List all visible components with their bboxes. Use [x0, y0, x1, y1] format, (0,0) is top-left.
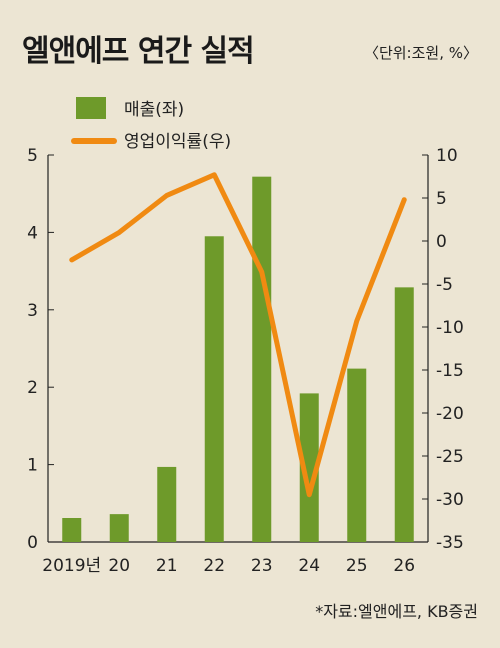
right-tick-label: -15 [436, 361, 464, 381]
bar-sales [62, 518, 82, 542]
line-point [118, 231, 120, 233]
right-tick-label: 5 [436, 189, 447, 209]
legend-label-sales: 매출(좌) [124, 100, 184, 120]
source-note: *자료:엘앤에프, KB증권 [315, 602, 478, 621]
bar-sales [204, 236, 224, 542]
right-tick-label: -25 [436, 447, 464, 467]
left-tick-label: 4 [27, 223, 38, 243]
right-tick-label: 10 [436, 146, 458, 166]
right-tick-label: -20 [436, 404, 464, 424]
left-tick-label: 5 [27, 146, 38, 166]
left-tick-label: 3 [27, 301, 38, 321]
x-tick-label: 21 [156, 556, 178, 576]
right-tick-label: 0 [436, 232, 447, 252]
legend-label-margin: 영업이익률(우) [124, 132, 231, 152]
left-tick-label: 0 [27, 533, 38, 553]
line-operating-margin [69, 172, 407, 498]
bar-sales [157, 466, 177, 542]
right-tick-label: -35 [436, 533, 464, 553]
right-tick-label: -30 [436, 490, 464, 510]
unit-note: 〈단위:조원, %〉 [363, 44, 478, 62]
x-tick-label: 23 [251, 556, 273, 576]
x-tick-label: 26 [393, 556, 415, 576]
left-tick-label: 1 [27, 456, 38, 476]
x-tick-label: 2019년 [42, 556, 101, 576]
bar-sales [394, 287, 414, 542]
legend-swatch-sales [76, 97, 106, 119]
left-tick-label: 2 [27, 378, 38, 398]
right-tick-label: -5 [436, 275, 453, 295]
x-tick-label: 25 [346, 556, 368, 576]
bar-sales [299, 393, 319, 542]
bar-sales [252, 176, 272, 542]
x-tick-label: 20 [108, 556, 130, 576]
x-tick-label: 22 [203, 556, 225, 576]
right-tick-label: -10 [436, 318, 464, 338]
line-point [403, 199, 405, 201]
x-tick-label: 24 [298, 556, 320, 576]
bar-sales [109, 514, 129, 542]
line-point [261, 271, 263, 273]
bar-sales [347, 368, 367, 542]
line-point [71, 259, 73, 261]
line-point [356, 320, 358, 322]
line-point [308, 494, 310, 496]
chart-title: 엘앤에프 연간 실적 [22, 34, 255, 69]
line-point [213, 174, 215, 176]
line-point [166, 194, 168, 196]
